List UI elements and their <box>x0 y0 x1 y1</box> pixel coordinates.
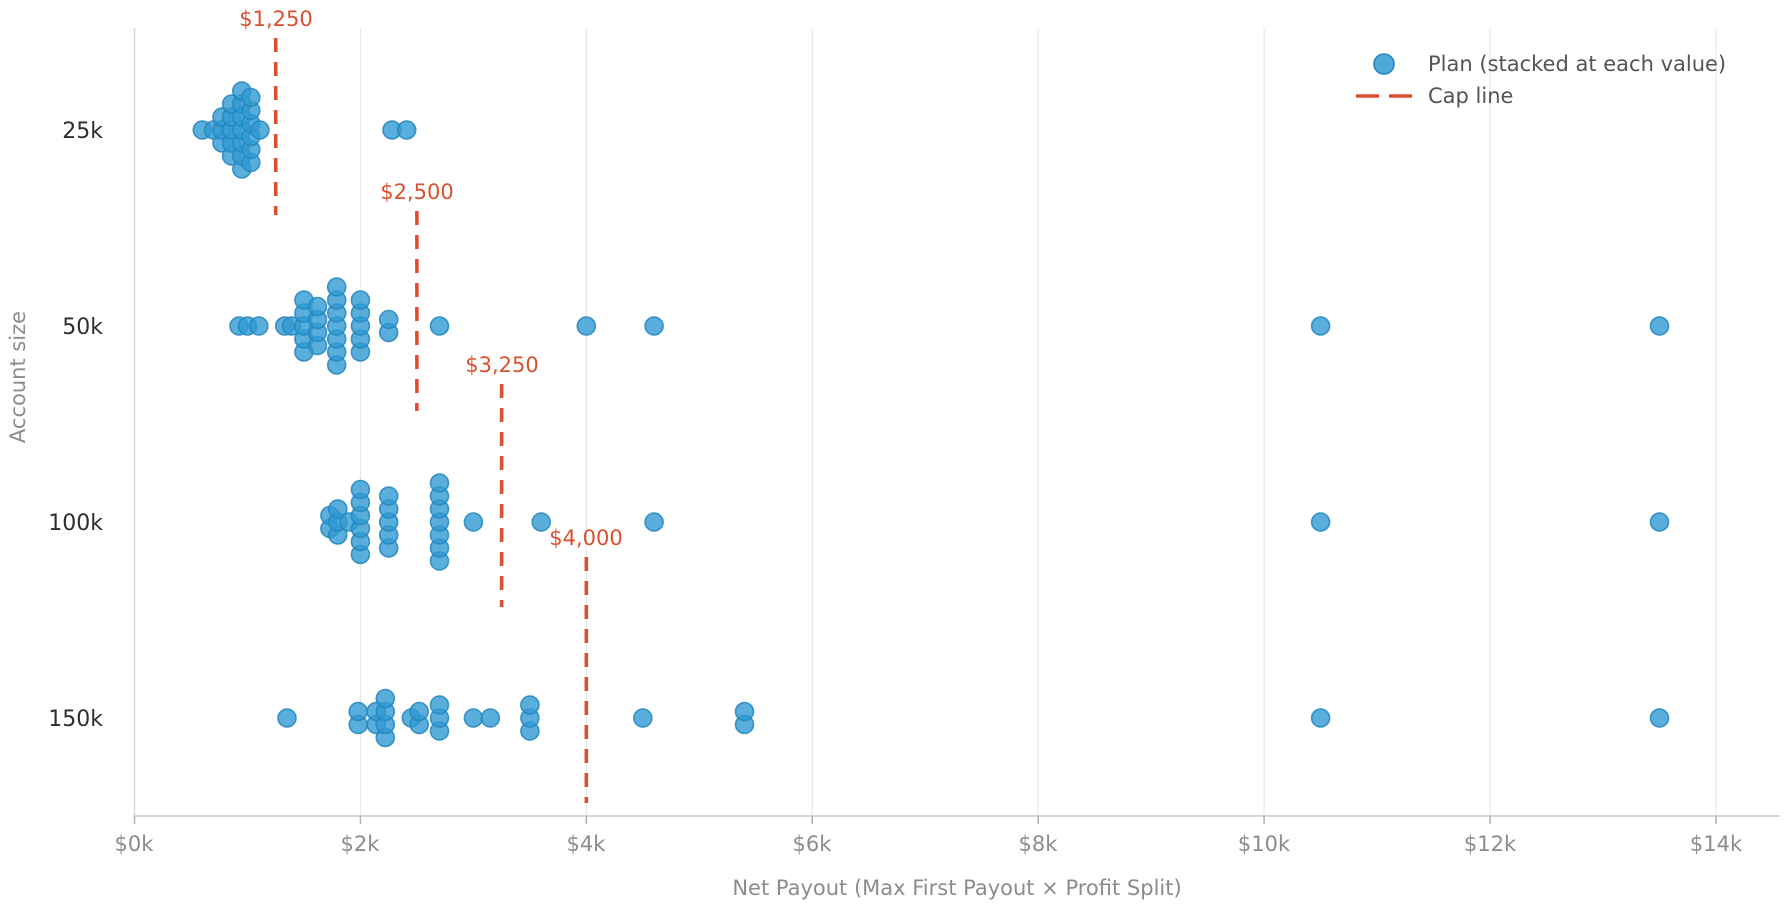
cap-label-150k: $4,000 <box>549 526 622 550</box>
data-dot <box>375 688 396 709</box>
data-dot <box>241 87 261 108</box>
axes-layer <box>133 815 1780 824</box>
data-dot <box>326 277 347 297</box>
data-dot <box>248 316 269 336</box>
data-dot <box>531 512 552 532</box>
data-dot <box>632 708 653 728</box>
ytick-50k: 50k <box>62 315 103 340</box>
legend-dot-marker <box>1373 53 1395 75</box>
data-dot <box>378 486 399 506</box>
data-dot <box>350 479 371 500</box>
data-dot <box>307 296 328 317</box>
data-dot <box>1649 316 1670 336</box>
data-dot <box>644 512 664 532</box>
legend-markers-layer <box>1356 53 1412 98</box>
xtick-6k: $6k <box>793 832 833 856</box>
data-dot <box>1310 316 1331 336</box>
cap-label-100k: $3,250 <box>465 353 538 377</box>
data-dot <box>576 316 597 336</box>
data-dot <box>378 309 399 330</box>
xtick-0k: $0k <box>115 832 155 856</box>
xtick-2k: $2k <box>341 832 381 856</box>
ytick-150k: 150k <box>48 707 103 732</box>
data-dot <box>480 708 501 728</box>
data-dot <box>429 316 450 336</box>
data-dot <box>1310 708 1331 728</box>
data-dot <box>734 701 755 722</box>
data-dot <box>1649 708 1670 728</box>
data-dot <box>348 701 369 722</box>
data-dot <box>1649 512 1670 532</box>
xtick-12k: $12k <box>1464 832 1517 856</box>
data-dot <box>463 512 484 532</box>
cap-label-25k: $1,250 <box>239 7 312 31</box>
ytick-100k: 100k <box>48 511 103 536</box>
gridlines-layer <box>133 28 1717 816</box>
legend-label-plan: Plan (stacked at each value) <box>1428 52 1726 76</box>
data-dot <box>277 708 297 728</box>
data-dot <box>250 120 270 140</box>
data-dot <box>327 499 348 519</box>
data-dot <box>1310 512 1331 532</box>
data-dot <box>520 695 540 715</box>
xtick-10k: $10k <box>1238 832 1291 856</box>
data-dot <box>463 708 484 728</box>
cap-label-50k: $2,500 <box>380 180 453 204</box>
data-dots-layer <box>192 81 1670 748</box>
legend-label-cap: Cap line <box>1428 84 1513 108</box>
x-axis-title: Net Payout (Max First Payout × Profit Sp… <box>732 876 1181 900</box>
ytick-25k: 25k <box>62 119 103 144</box>
data-dot <box>429 695 450 715</box>
data-dot <box>409 701 430 722</box>
data-dot <box>350 290 371 310</box>
data-dot <box>429 473 450 493</box>
data-dot <box>644 316 664 336</box>
cap-lines-layer <box>273 38 589 803</box>
xtick-14k: $14k <box>1690 832 1743 856</box>
y-axis-title: Account size <box>6 311 30 443</box>
data-dot <box>396 120 417 140</box>
xtick-8k: $8k <box>1019 832 1059 856</box>
xtick-4k: $4k <box>567 832 607 856</box>
